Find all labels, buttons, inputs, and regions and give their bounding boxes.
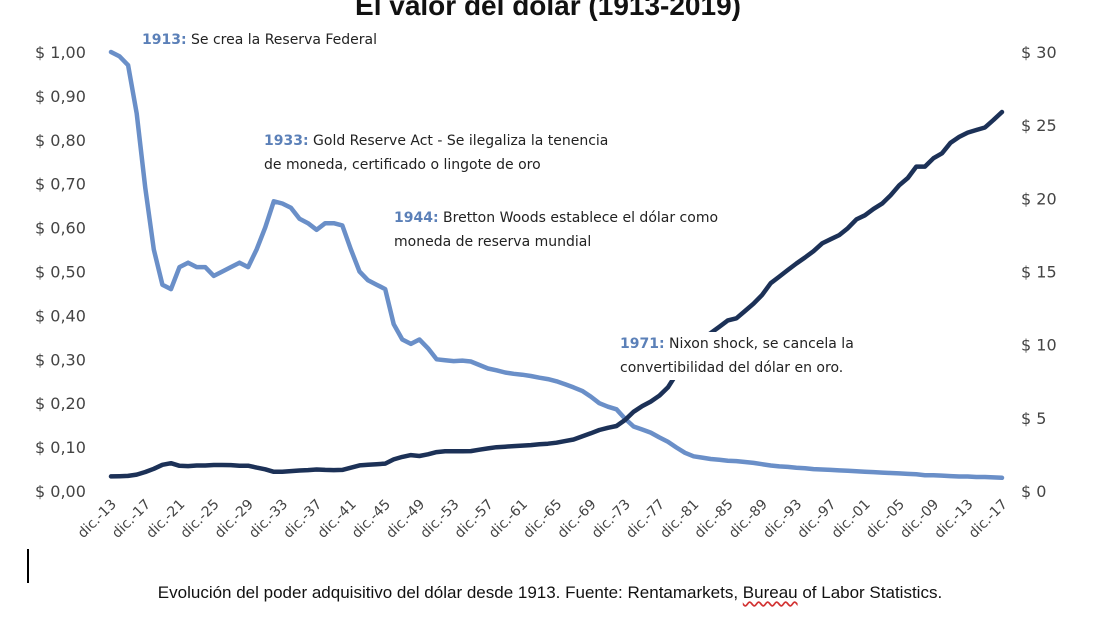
caption-text-end: of Labor Statistics. bbox=[797, 583, 943, 602]
left-tick-label: $ 0,20 bbox=[35, 394, 86, 413]
chart-title: El valor del dólar (1913-2019) bbox=[355, 0, 741, 21]
left-tick-label: $ 0,00 bbox=[35, 482, 86, 501]
left-tick-label: $ 0,80 bbox=[35, 131, 86, 150]
caption-text: Evolución del poder adquisitivo del dóla… bbox=[157, 583, 743, 602]
annotation-1944: 1944: Bretton Woods establece el dólar c… bbox=[391, 206, 722, 254]
annotation-year: 1971: bbox=[620, 336, 665, 352]
left-tick-label: $ 0,30 bbox=[35, 350, 86, 369]
annotation-text-line2: de moneda, certificado o lingote de oro bbox=[264, 157, 541, 173]
left-tick-label: $ 0,40 bbox=[35, 306, 86, 325]
series-line-right-axis bbox=[108, 109, 1005, 479]
annotation-year: 1944: bbox=[394, 210, 439, 226]
x-axis-ticks: dic.-13dic.-17dic.-21dic.-25dic.-29dic.-… bbox=[75, 497, 1011, 542]
text-cursor bbox=[27, 549, 29, 583]
annotation-year: 1933: bbox=[264, 133, 309, 149]
right-tick-label: $ 5 bbox=[1021, 409, 1046, 428]
right-tick-label: $ 20 bbox=[1021, 189, 1057, 208]
right-axis-ticks: $ 0 $ 5 $ 10 $ 15 $ 20 $ 25 $ 30 bbox=[1021, 43, 1057, 501]
annotation-1971: 1971: Nixon shock, se cancela la convert… bbox=[617, 332, 857, 380]
annotation-text: Nixon shock, se cancela la bbox=[669, 336, 854, 352]
right-tick-label: $ 10 bbox=[1021, 336, 1057, 355]
series-line-left-axis bbox=[108, 49, 1005, 481]
caption-flagged-word: Bureau bbox=[742, 583, 798, 602]
left-tick-label: $ 0,10 bbox=[35, 438, 86, 457]
annotation-1913: 1913: Se crea la Reserva Federal bbox=[139, 28, 381, 52]
series-lines bbox=[108, 49, 1005, 481]
figure-caption: Evolución del poder adquisitivo del dóla… bbox=[0, 583, 1100, 603]
annotation-1933: 1933: Gold Reserve Act - Se ilegaliza la… bbox=[261, 129, 612, 177]
left-tick-label: $ 1,00 bbox=[35, 43, 86, 62]
right-tick-label: $ 0 bbox=[1021, 482, 1046, 501]
annotation-text: Gold Reserve Act - Se ilegaliza la tenen… bbox=[313, 133, 609, 149]
annotation-year: 1913: bbox=[142, 32, 187, 48]
left-tick-label: $ 0,70 bbox=[35, 175, 86, 194]
right-tick-label: $ 15 bbox=[1021, 263, 1057, 282]
annotation-text: Se crea la Reserva Federal bbox=[191, 32, 378, 48]
x-tick-label: dic.-17 bbox=[966, 497, 1011, 542]
annotation-text: Bretton Woods establece el dólar como bbox=[443, 210, 719, 226]
left-tick-label: $ 0,90 bbox=[35, 87, 86, 106]
right-tick-label: $ 25 bbox=[1021, 116, 1057, 135]
annotation-text-line2: moneda de reserva mundial bbox=[394, 234, 592, 250]
annotation-text-line2: convertibilidad del dólar en oro. bbox=[620, 360, 844, 376]
left-tick-label: $ 0,50 bbox=[35, 263, 86, 282]
left-tick-label: $ 0,60 bbox=[35, 219, 86, 238]
left-axis-ticks: $ 0,00 $ 0,10 $ 0,20 $ 0,30 $ 0,40 $ 0,50 $ 0,… bbox=[35, 43, 86, 501]
right-tick-label: $ 30 bbox=[1021, 43, 1057, 62]
